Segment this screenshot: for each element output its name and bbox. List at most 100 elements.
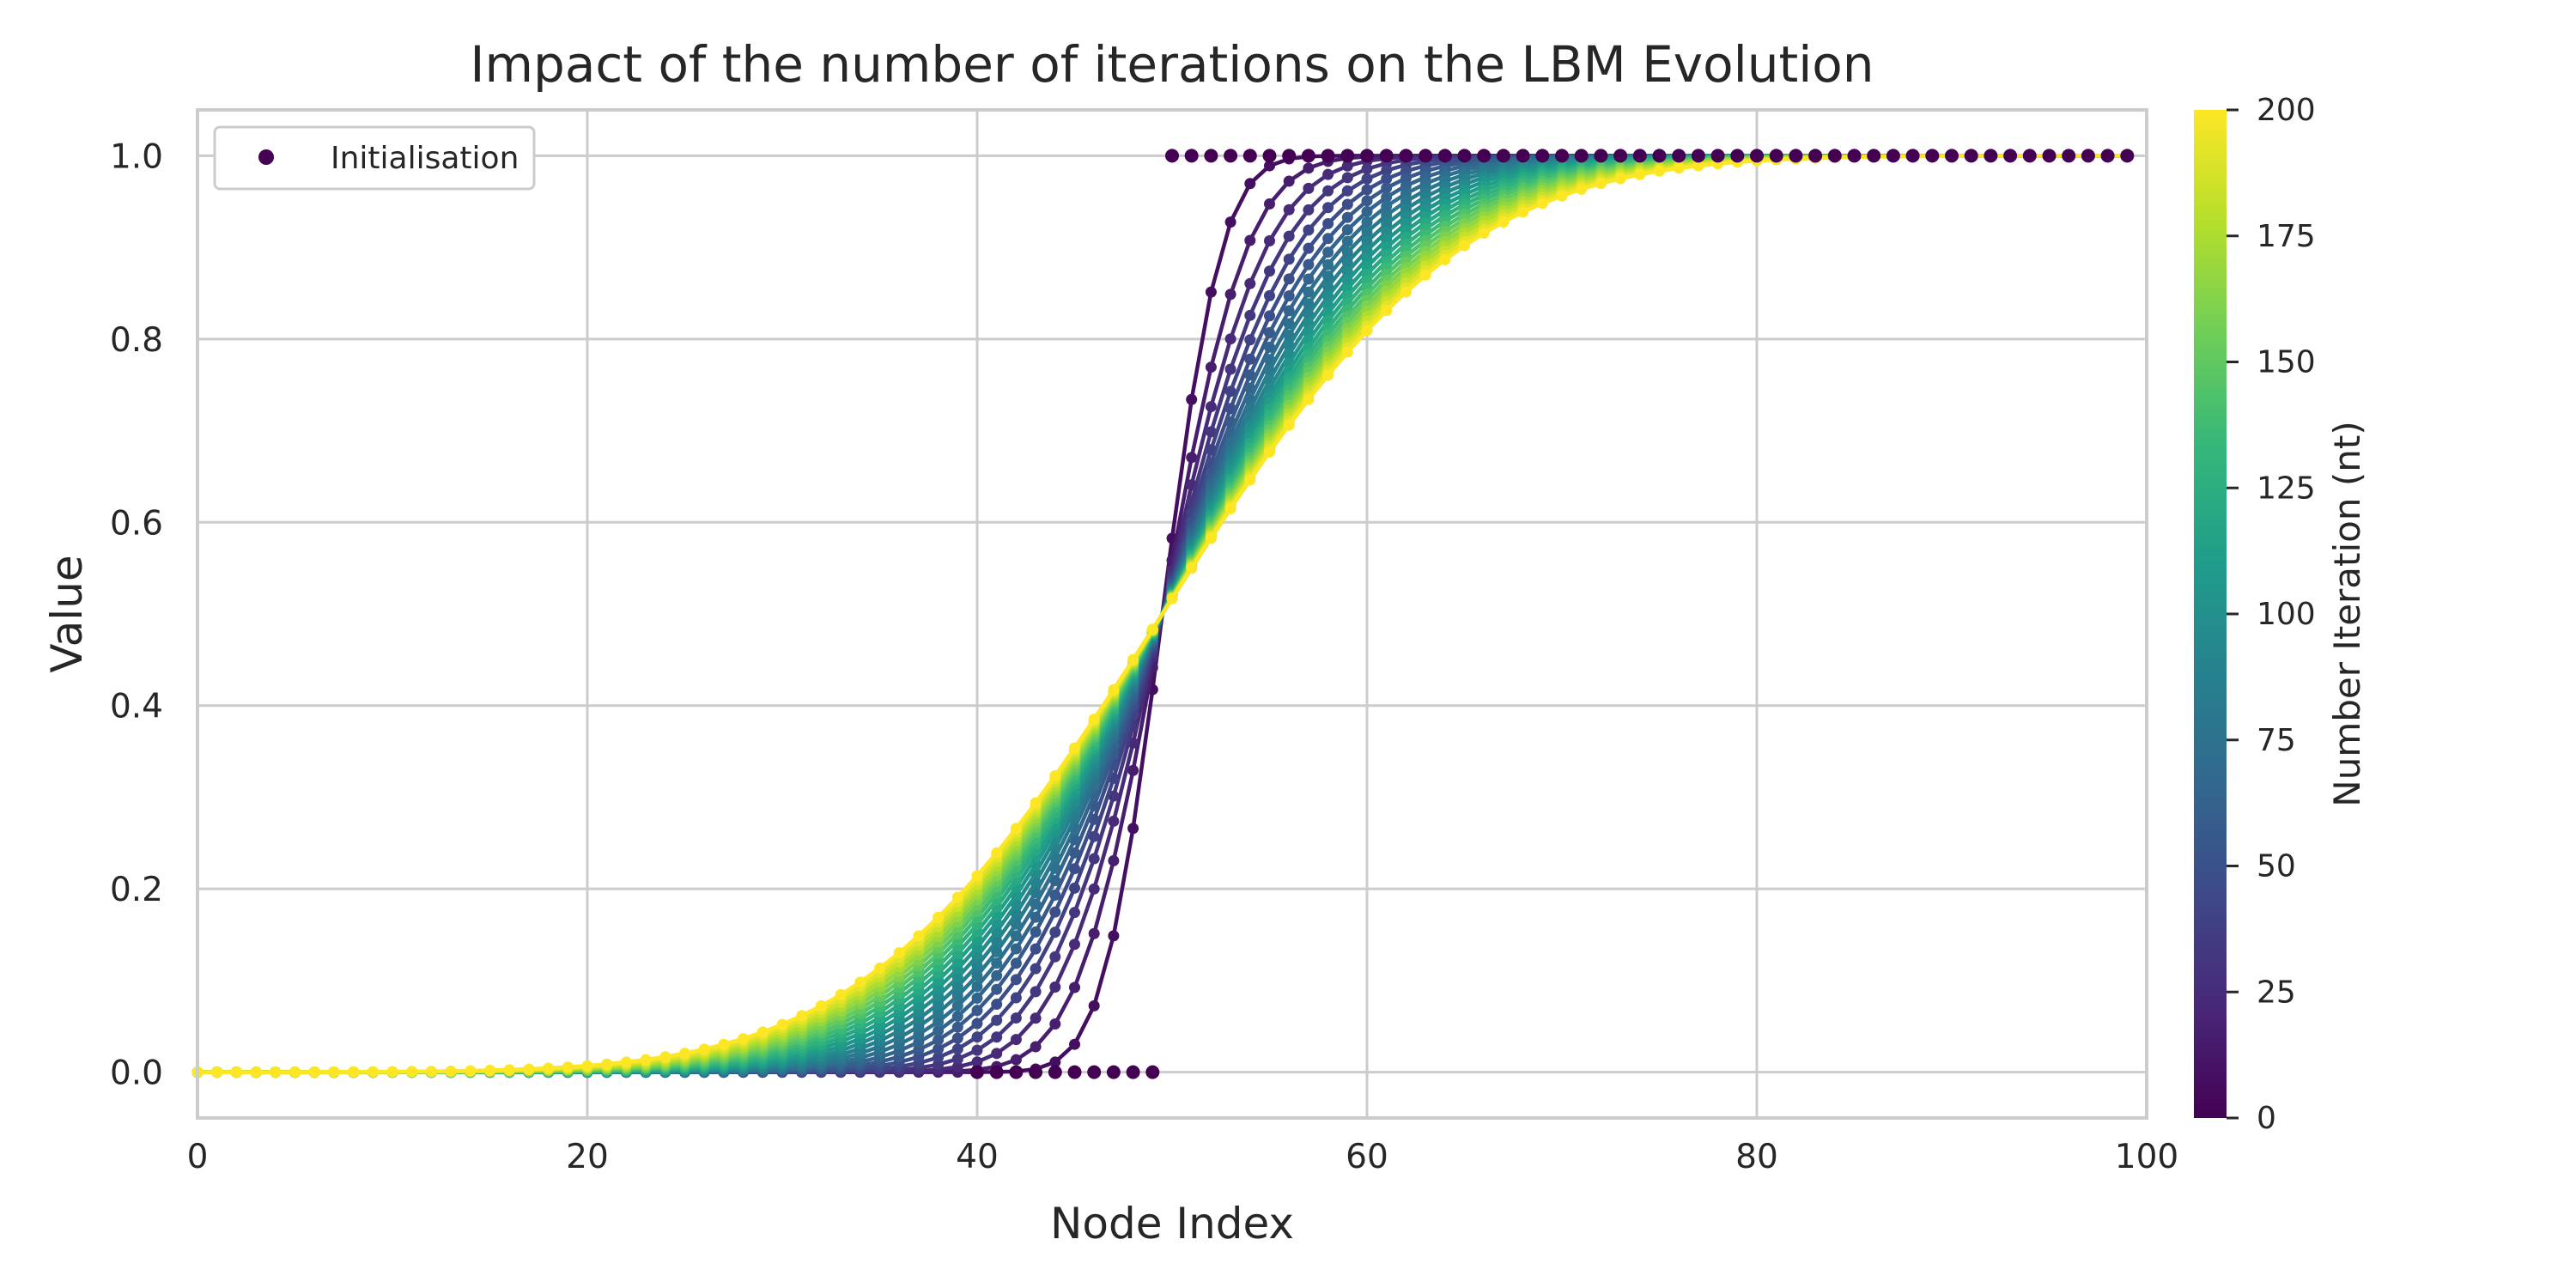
- data-point: [1303, 393, 1315, 405]
- data-point: [835, 988, 847, 1000]
- data-point: [854, 976, 866, 988]
- data-point: [1322, 246, 1334, 258]
- data-point: [1264, 197, 1275, 210]
- initial-point: [1165, 149, 1179, 163]
- data-point: [1224, 503, 1236, 515]
- y-tick-label: 0.6: [110, 504, 163, 543]
- data-point: [1361, 235, 1373, 247]
- colorbar-tick-label: 75: [2257, 723, 2296, 758]
- data-point: [1030, 1041, 1042, 1053]
- data-point: [1341, 185, 1353, 197]
- data-point: [1030, 926, 1042, 938]
- data-point: [1049, 981, 1061, 993]
- initial-point: [1437, 149, 1452, 163]
- data-point: [1264, 289, 1275, 301]
- data-point: [425, 1066, 437, 1078]
- data-point: [1322, 233, 1334, 245]
- data-point: [971, 969, 983, 981]
- data-point: [1010, 992, 1022, 1004]
- initial-point: [2042, 149, 2057, 163]
- data-point: [1264, 341, 1275, 353]
- data-point: [1069, 882, 1080, 894]
- initial-point: [1516, 149, 1530, 163]
- initial-point: [1652, 149, 1667, 163]
- initial-point: [1769, 149, 1783, 163]
- data-point: [1049, 906, 1061, 918]
- data-point: [1303, 182, 1315, 194]
- data-point: [620, 1056, 632, 1068]
- data-point: [1400, 179, 1412, 191]
- data-point: [1361, 216, 1373, 228]
- data-point: [971, 1056, 983, 1068]
- data-point: [933, 1034, 945, 1046]
- data-point: [1341, 235, 1353, 247]
- data-point: [1069, 907, 1080, 919]
- data-point: [1224, 333, 1236, 345]
- data-point: [1069, 981, 1080, 993]
- data-point: [1303, 286, 1315, 298]
- data-point: [1361, 205, 1373, 217]
- legend-box: [213, 125, 536, 191]
- initial-point: [1224, 149, 1238, 163]
- data-point: [1049, 875, 1061, 887]
- y-tick-label: 0.2: [110, 871, 163, 909]
- x-tick-label: 40: [956, 1138, 999, 1176]
- data-point: [1283, 419, 1295, 431]
- data-point: [933, 1006, 945, 1018]
- data-point: [1303, 258, 1315, 270]
- data-point: [1127, 823, 1139, 835]
- data-point: [1341, 346, 1353, 358]
- data-point: [1283, 305, 1295, 317]
- data-point: [1264, 265, 1275, 277]
- colorbar-tick-label: 0: [2257, 1101, 2276, 1136]
- data-point: [386, 1066, 398, 1078]
- data-point: [1400, 195, 1412, 207]
- initial-point: [1789, 149, 1803, 163]
- data-point: [1341, 198, 1353, 210]
- data-point: [1303, 224, 1315, 236]
- data-point: [991, 945, 1003, 957]
- data-point: [1459, 240, 1470, 252]
- data-point: [1303, 162, 1315, 174]
- data-point: [1322, 168, 1334, 180]
- data-point: [1244, 277, 1256, 289]
- data-point: [913, 1029, 925, 1041]
- data-point: [718, 1038, 730, 1050]
- data-point: [1303, 204, 1315, 216]
- data-point: [1010, 1054, 1022, 1066]
- data-point: [951, 971, 963, 983]
- colorbar-tick-label: 125: [2257, 471, 2316, 506]
- data-point: [1244, 474, 1256, 486]
- data-point: [1224, 386, 1236, 398]
- initial-point: [1984, 149, 1998, 163]
- data-point: [951, 1060, 963, 1072]
- colorbar-gradient: [2194, 110, 2227, 1118]
- data-point: [484, 1064, 495, 1076]
- data-point: [1049, 889, 1061, 901]
- data-point: [893, 947, 905, 959]
- data-point: [1264, 327, 1275, 339]
- data-point: [1381, 165, 1393, 177]
- initial-point: [1379, 149, 1394, 163]
- data-point: [971, 1018, 983, 1030]
- data-point: [1030, 1012, 1042, 1024]
- initial-point: [1048, 1065, 1062, 1079]
- legend-marker: [258, 149, 274, 165]
- initial-point: [2003, 149, 2018, 163]
- legend[interactable]: Initialisation: [213, 125, 536, 191]
- data-point: [1030, 797, 1042, 809]
- initial-point: [1594, 149, 1608, 163]
- data-point: [1088, 830, 1100, 842]
- data-point: [951, 981, 963, 993]
- data-point: [933, 1024, 945, 1036]
- data-point: [659, 1051, 671, 1063]
- data-point: [1341, 257, 1353, 269]
- data-point: [933, 990, 945, 1002]
- colorbar-ticks: 0 25 50 75 100 125 150 175 200: [2227, 93, 2316, 1136]
- data-point: [1108, 815, 1120, 827]
- data-point: [1244, 369, 1256, 381]
- data-point: [1069, 1038, 1080, 1050]
- data-point: [1341, 160, 1353, 172]
- data-point: [1049, 927, 1061, 939]
